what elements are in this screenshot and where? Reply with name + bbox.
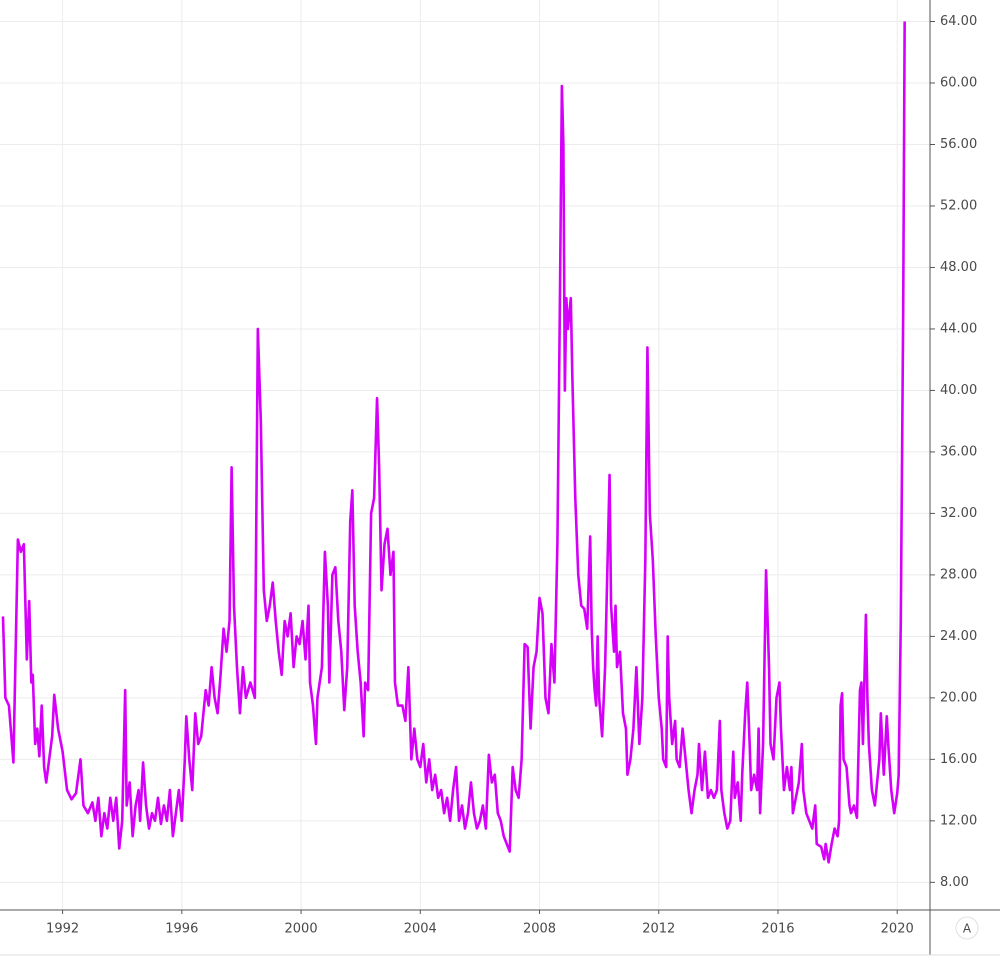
y-tick-label: 64.00: [940, 14, 977, 29]
y-tick-label: 32.00: [940, 506, 977, 521]
y-tick-label: 8.00: [940, 875, 969, 890]
auto-scale-button[interactable]: A: [955, 916, 979, 940]
x-tick-label: 2004: [404, 922, 437, 937]
y-tick-label: 44.00: [940, 321, 977, 336]
x-tick-label: 2012: [642, 922, 675, 937]
y-tick-label: 56.00: [940, 137, 977, 152]
x-tick-label: 2016: [761, 922, 794, 937]
y-tick-label: 48.00: [940, 260, 977, 275]
auto-scale-label[interactable]: A: [963, 922, 972, 936]
y-tick-label: 24.00: [940, 629, 977, 644]
plot: [1, 21, 906, 864]
y-tick-label: 52.00: [940, 198, 977, 213]
grid: [0, 0, 930, 910]
y-tick-label: 16.00: [940, 752, 977, 767]
x-tick-label: 1992: [46, 922, 79, 937]
x-tick-label: 2008: [523, 922, 556, 937]
x-tick-label: 1996: [165, 922, 198, 937]
y-tick-label: 40.00: [940, 383, 977, 398]
data-line: [1, 21, 906, 864]
y-tick-label: 12.00: [940, 813, 977, 828]
y-tick-label: 36.00: [940, 444, 977, 459]
auto-scale-circle[interactable]: [955, 916, 979, 940]
x-tick-label: 2020: [881, 922, 914, 937]
y-tick-label: 28.00: [940, 567, 977, 582]
y-tick-label: 20.00: [940, 690, 977, 705]
x-tick-label: 2000: [285, 922, 318, 937]
y-tick-label: 60.00: [940, 76, 977, 91]
